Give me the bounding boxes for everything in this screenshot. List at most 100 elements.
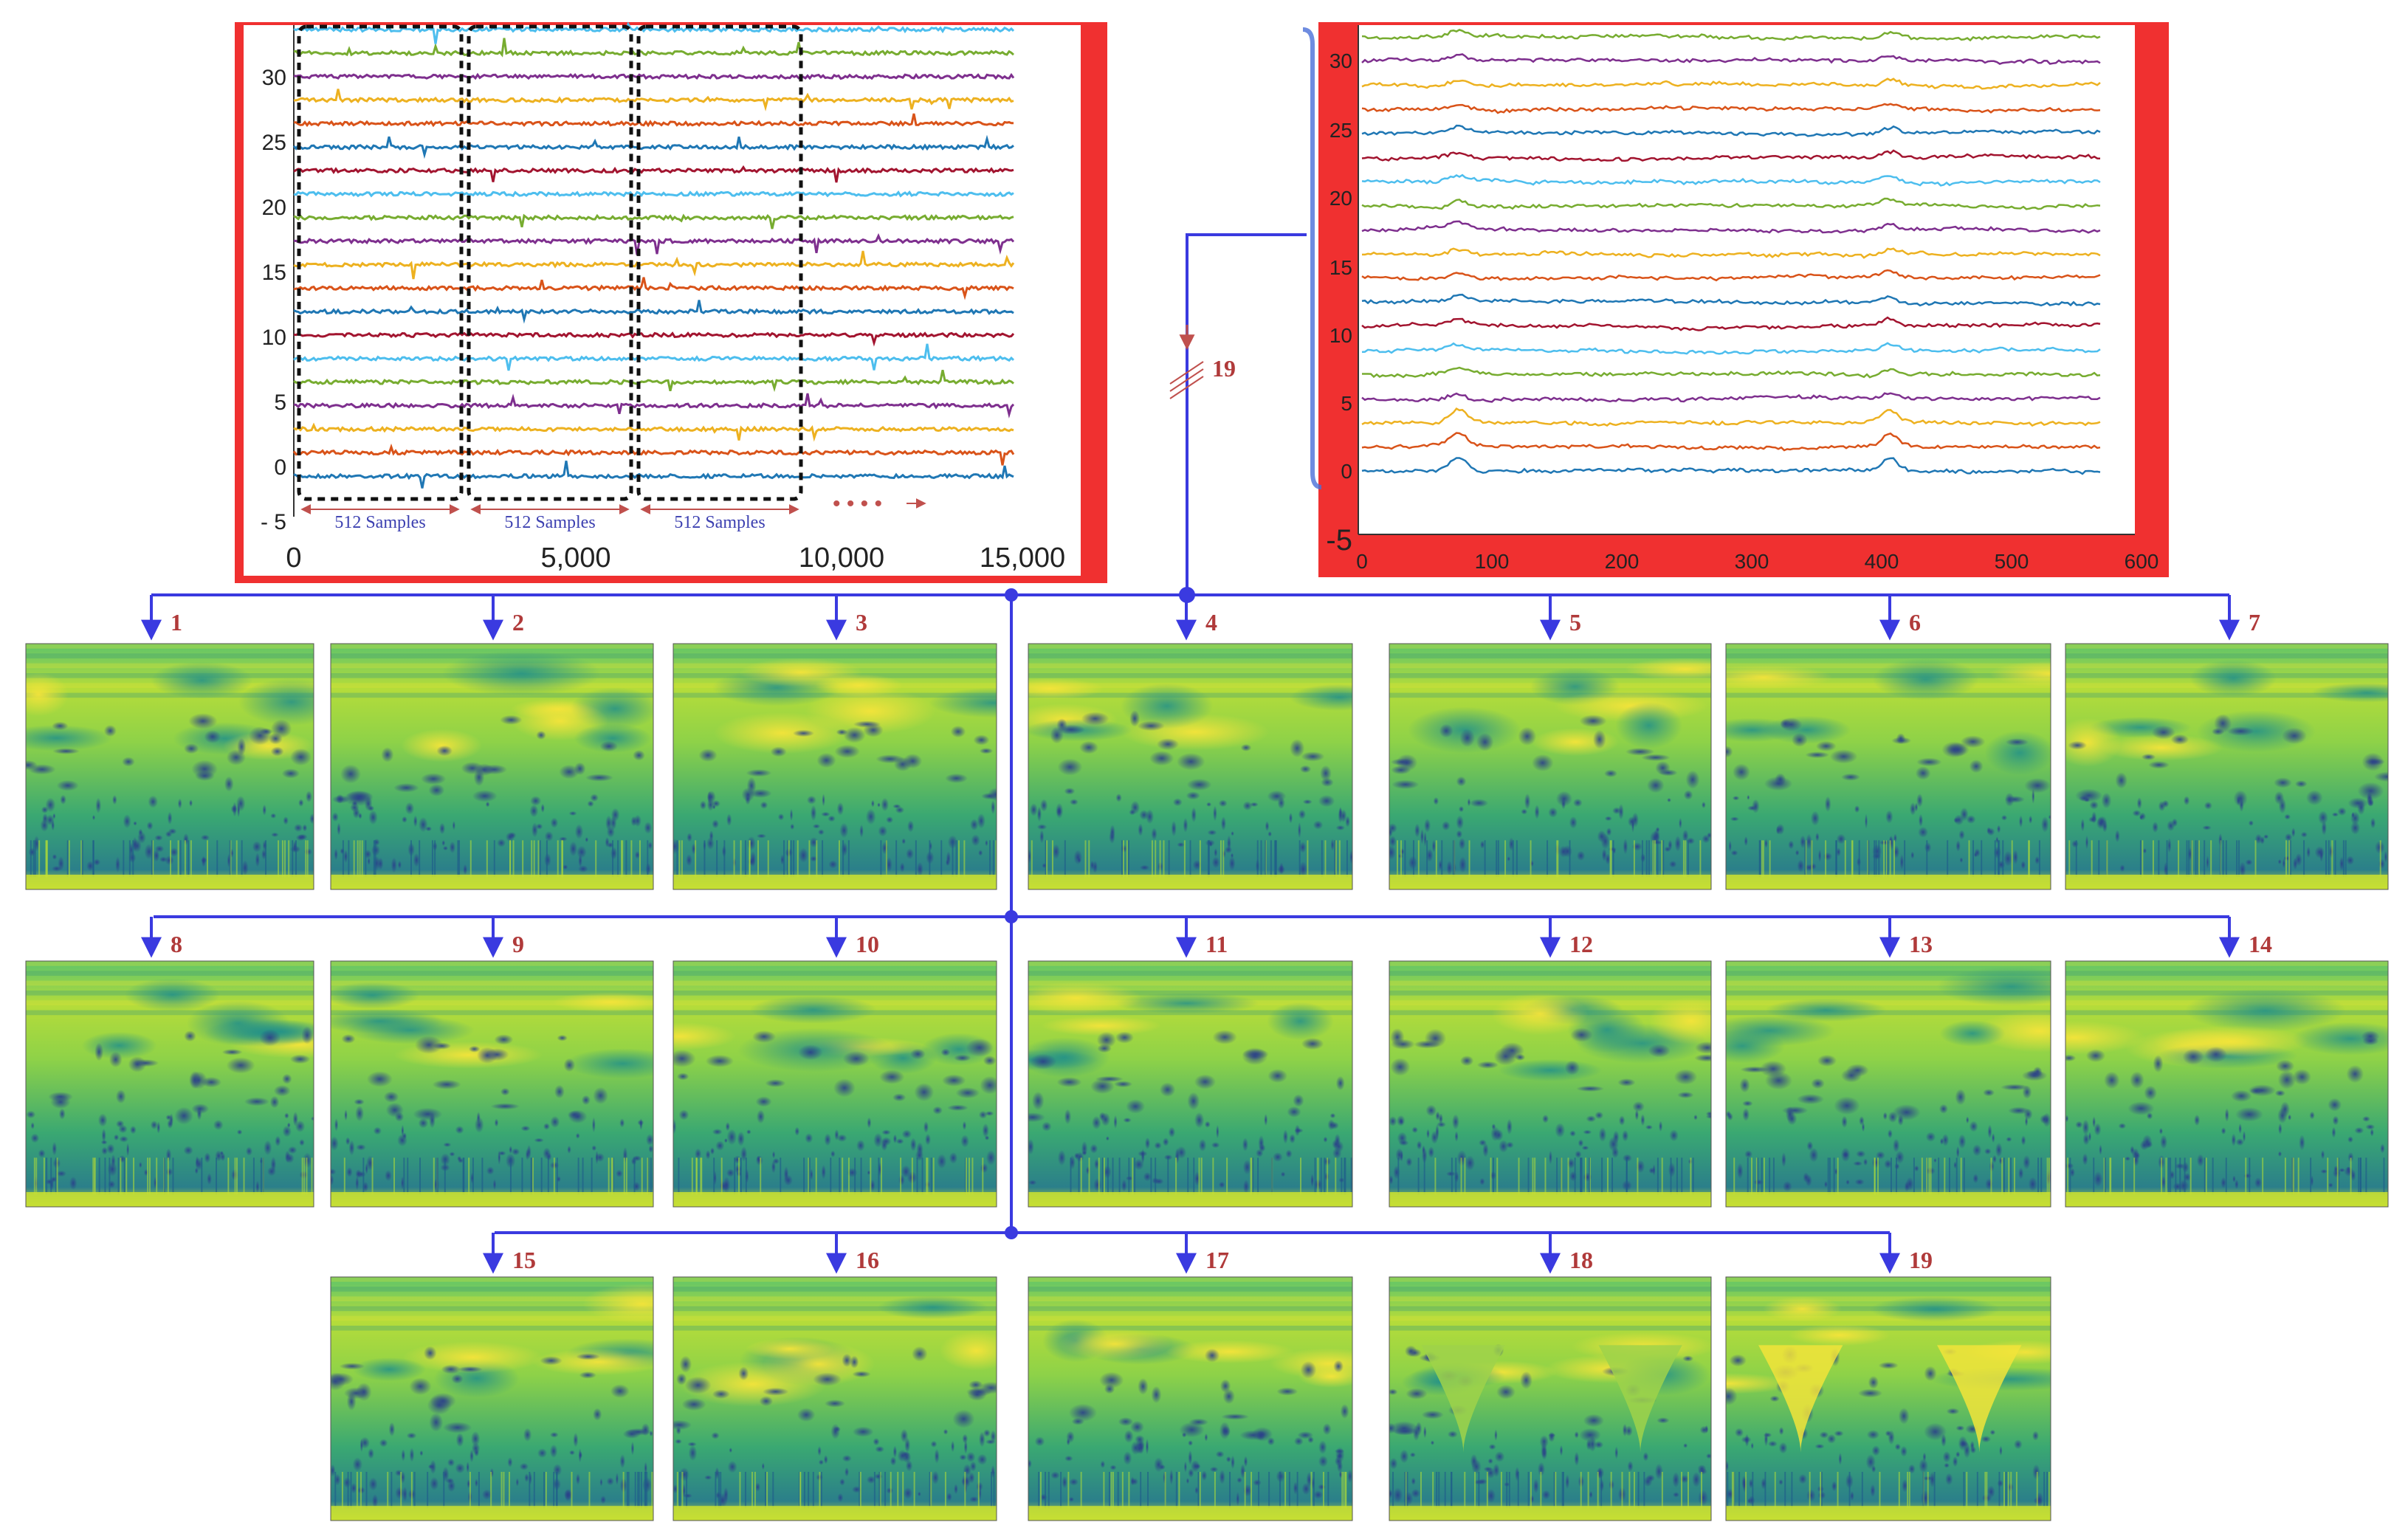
y-tick-label: 15 xyxy=(1329,256,1352,279)
sample-window-box xyxy=(636,24,803,501)
right-eeg-trace xyxy=(1361,457,2101,475)
x-tick-label: 600 xyxy=(2125,550,2159,573)
scalogram-number: 5 xyxy=(1569,609,1581,636)
sample-window-box xyxy=(467,24,633,501)
scalogram-number: 13 xyxy=(1909,931,1933,957)
left-x-tick-labels: 0 5,000 10,000 15,000 xyxy=(286,543,1065,574)
scalogram xyxy=(1725,643,2051,890)
scalogram xyxy=(672,1276,997,1521)
scalogram-number: 1 xyxy=(171,609,182,636)
right-eeg-trace xyxy=(1361,316,2101,331)
scalogram xyxy=(672,960,997,1208)
scalogram-number: 15 xyxy=(512,1247,536,1273)
scalogram-number: 4 xyxy=(1205,609,1217,636)
left-eeg-trace xyxy=(293,213,1014,230)
scalogram-number: 11 xyxy=(1205,931,1228,957)
left-plot-area xyxy=(244,25,1081,576)
window-bracket xyxy=(1302,27,1322,489)
y-tick-label: 30 xyxy=(262,66,286,90)
scalogram xyxy=(1389,960,1712,1208)
scalogram-number: 16 xyxy=(856,1247,879,1273)
left-eeg-traces xyxy=(292,21,1015,489)
x-tick-label: 10,000 xyxy=(799,543,884,574)
scalogram xyxy=(1389,643,1712,890)
y-tick-label: 25 xyxy=(262,131,286,155)
scalogram xyxy=(25,643,314,890)
scalogram xyxy=(25,960,314,1208)
right-eeg-trace xyxy=(1361,269,2101,282)
scalogram-number: 3 xyxy=(856,609,867,636)
scalogram xyxy=(2065,960,2389,1208)
scalogram-number: 18 xyxy=(1569,1247,1593,1273)
x-tick-label: 100 xyxy=(1475,550,1510,573)
x-tick-label: 300 xyxy=(1735,550,1769,573)
right-eeg-trace xyxy=(1361,78,2101,90)
scalogram-number: 7 xyxy=(2249,609,2260,636)
scalogram xyxy=(1725,960,2051,1208)
left-eeg-trace xyxy=(293,461,1014,489)
scalogram-number: 19 xyxy=(1909,1247,1933,1273)
sample-windows xyxy=(297,24,803,514)
y-tick-label: 10 xyxy=(262,326,286,350)
y-tick-label: 10 xyxy=(1329,324,1352,347)
right-eeg-trace xyxy=(1361,53,2101,65)
left-eeg-trace xyxy=(293,72,1015,80)
right-x-tick-labels: 0 100 200 300 400 500 600 xyxy=(1356,550,2158,573)
left-eeg-trace xyxy=(293,331,1015,347)
left-eeg-trace xyxy=(293,190,1014,198)
left-eeg-trace xyxy=(293,393,1015,419)
scalogram-number: 8 xyxy=(171,931,182,957)
right-eeg-trace xyxy=(1361,149,2101,162)
scalogram xyxy=(330,643,654,890)
right-eeg-traces xyxy=(1361,29,2101,475)
y-tick-label: 20 xyxy=(1329,187,1352,210)
y-tick-label: 0 xyxy=(274,455,286,480)
left-eeg-trace xyxy=(293,89,1014,111)
segment-label: 512 Samples xyxy=(504,513,595,532)
right-eeg-trace xyxy=(1362,247,2101,259)
scalogram xyxy=(330,1276,654,1521)
scalogram xyxy=(1389,1276,1712,1521)
y-tick-label: 5 xyxy=(274,390,286,415)
x-tick-label: 500 xyxy=(1995,550,2029,573)
scalogram-number: 12 xyxy=(1569,931,1593,957)
left-eeg-trace xyxy=(293,343,1015,371)
left-eeg-trace xyxy=(293,277,1014,300)
x-tick-label: 400 xyxy=(1865,550,1899,573)
scalogram xyxy=(1028,1276,1353,1521)
y-tick-label: 30 xyxy=(1329,49,1352,72)
right-y-tick-labels: 30 25 20 15 10 5 0 -5 xyxy=(1326,49,1352,557)
segment-label: 512 Samples xyxy=(334,513,425,532)
segment-labels: 512 Samples 512 Samples 512 Samples xyxy=(334,513,765,532)
sample-window-box xyxy=(297,24,464,501)
y-tick-label: 0 xyxy=(1341,460,1352,483)
continuation-dots: • • • • xyxy=(833,492,882,516)
scalogram-number: 2 xyxy=(512,609,524,636)
right-eeg-trace xyxy=(1361,392,2101,403)
left-y-tick-labels: 30 25 20 15 10 5 0 - 5 xyxy=(261,66,286,534)
scalogram xyxy=(2065,643,2389,890)
left-eeg-trace xyxy=(293,250,1015,280)
left-eeg-trace xyxy=(293,113,1014,128)
scalogram-number: 6 xyxy=(1909,609,1921,636)
right-eeg-trace xyxy=(1361,173,2101,187)
x-tick-label: 200 xyxy=(1605,550,1640,573)
scalogram xyxy=(330,960,654,1208)
scalogram-number: 17 xyxy=(1205,1247,1229,1273)
x-tick-label: 0 xyxy=(286,543,301,574)
scalogram xyxy=(672,643,997,890)
right-eeg-trace xyxy=(1361,342,2101,355)
x-tick-label: 0 xyxy=(1356,550,1368,573)
left-eeg-trace xyxy=(293,300,1014,324)
scalogram-number: 9 xyxy=(512,931,524,957)
right-eeg-trace xyxy=(1361,124,2101,137)
left-eeg-trace xyxy=(293,233,1015,255)
scalogram xyxy=(1028,960,1353,1208)
scalogram xyxy=(1725,1276,2051,1521)
left-eeg-trace xyxy=(293,369,1014,393)
x-tick-label: 5,000 xyxy=(540,543,610,574)
scalogram-grid xyxy=(25,643,2389,1521)
left-eeg-trace xyxy=(293,21,1015,44)
